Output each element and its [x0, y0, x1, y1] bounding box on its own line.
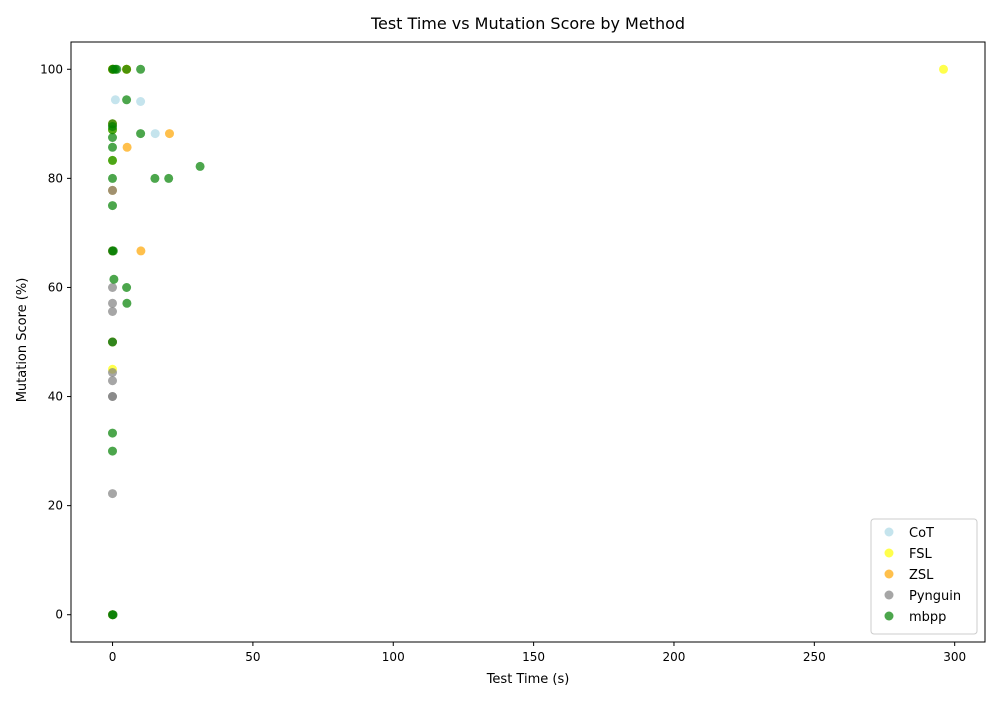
data-point — [164, 173, 174, 183]
data-point — [108, 283, 117, 292]
legend-marker — [884, 548, 894, 558]
chart-title: Test Time vs Mutation Score by Method — [370, 14, 685, 33]
data-point — [150, 129, 160, 139]
data-point — [112, 64, 122, 74]
x-tick-label: 200 — [663, 650, 686, 664]
data-point — [108, 133, 117, 142]
plot-frame — [70, 41, 986, 643]
data-point — [108, 185, 117, 195]
x-tick-label: 100 — [382, 650, 405, 664]
data-point — [108, 125, 117, 135]
data-point — [939, 64, 948, 74]
data-point — [108, 155, 117, 165]
data-point — [122, 283, 132, 292]
data-point — [122, 95, 132, 105]
data-point — [108, 376, 117, 386]
x-tick-label: 50 — [245, 650, 260, 664]
x-tick-label: 250 — [803, 650, 826, 664]
series-zsl — [108, 64, 174, 620]
data-point — [108, 173, 117, 183]
data-point — [108, 428, 117, 438]
data-point — [165, 129, 174, 139]
legend-box — [870, 518, 978, 635]
data-point — [108, 201, 117, 211]
series-pynguin — [108, 185, 117, 620]
data-point — [136, 64, 146, 74]
legend-label: mbpp — [909, 610, 946, 625]
y-tick-label: 0 — [55, 608, 63, 622]
x-tick-label: 150 — [522, 650, 545, 664]
data-point — [122, 142, 132, 152]
y-axis-ticks: 0 20 40 60 80 100 — [40, 62, 71, 622]
series-mbpp — [108, 64, 205, 620]
data-point — [109, 274, 119, 284]
data-point — [122, 64, 132, 74]
data-point — [108, 298, 117, 308]
data-point — [108, 446, 117, 456]
data-point — [195, 161, 205, 171]
x-tick-label: 300 — [943, 650, 966, 664]
data-point — [108, 489, 117, 499]
data-point — [122, 298, 132, 308]
data-point — [136, 129, 146, 139]
data-point — [108, 392, 117, 401]
legend-marker — [884, 527, 894, 537]
data-point — [108, 368, 117, 377]
data-point — [108, 337, 117, 347]
y-tick-label: 80 — [48, 171, 63, 185]
data-point — [108, 142, 117, 152]
legend: CoT FSL ZSL Pynguin mbpp — [870, 518, 978, 635]
data-point — [136, 246, 146, 256]
x-axis-label: Test Time (s) — [486, 672, 570, 687]
series-fsl — [108, 64, 948, 620]
legend-marker — [884, 569, 894, 579]
legend-label: Pynguin — [909, 589, 961, 604]
data-point — [108, 610, 118, 620]
y-axis-label: Mutation Score (%) — [15, 278, 30, 403]
data-point — [110, 95, 120, 105]
legend-marker — [884, 590, 894, 600]
data-point — [136, 97, 146, 106]
data-point — [108, 307, 117, 316]
y-tick-label: 40 — [48, 390, 63, 404]
legend-marker — [884, 611, 894, 621]
x-axis-ticks: 0 50 100 150 200 250 300 — [109, 642, 966, 664]
legend-label: ZSL — [909, 568, 934, 583]
y-tick-label: 60 — [48, 280, 63, 294]
y-tick-label: 20 — [48, 499, 63, 513]
legend-label: FSL — [909, 547, 933, 562]
y-tick-label: 100 — [40, 62, 63, 76]
plot-points — [108, 64, 948, 620]
data-point — [108, 246, 118, 256]
data-point — [150, 173, 160, 183]
legend-label: CoT — [909, 526, 934, 541]
x-tick-label: 0 — [109, 650, 117, 664]
